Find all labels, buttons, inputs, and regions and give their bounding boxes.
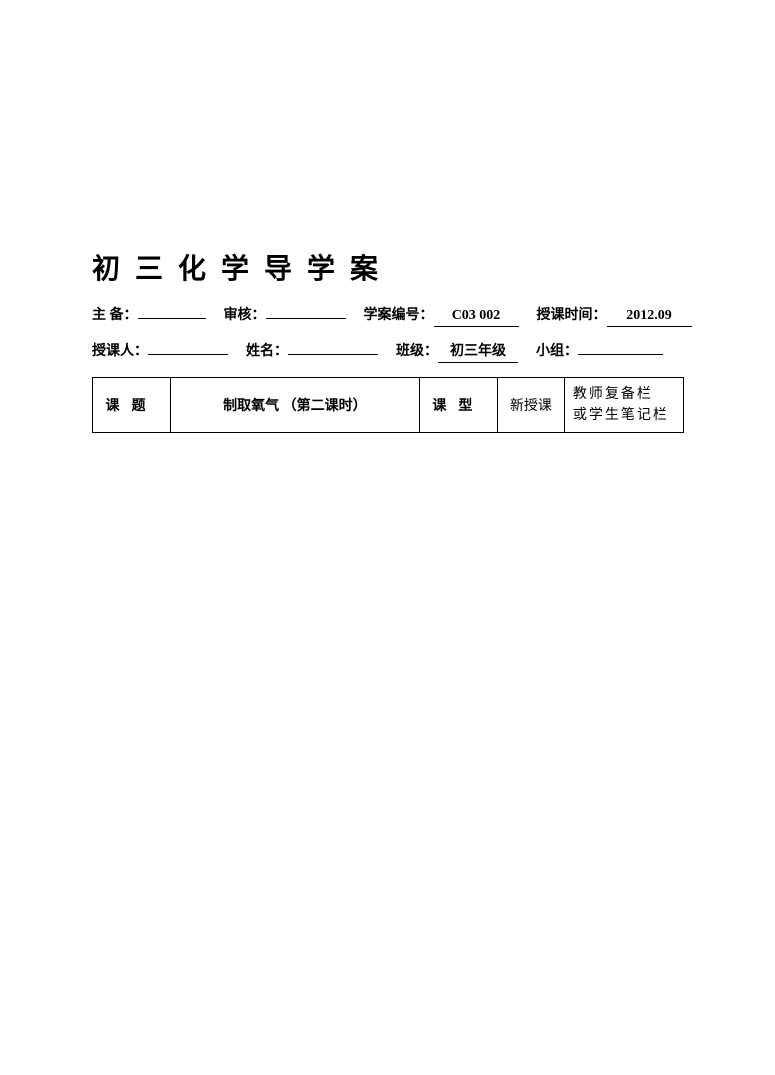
field-teacher: 授课人： (92, 337, 228, 360)
field-reviewer: 审核： (224, 301, 346, 324)
type-label-cell: 课型 (419, 378, 497, 433)
reviewer-value (266, 301, 346, 319)
notes-cell: 教师复备栏 或学生笔记栏 (564, 378, 683, 433)
field-name: 姓名： (246, 337, 378, 360)
topic-value-cell: 制取氧气 （第二课时） (170, 378, 419, 433)
group-value (578, 337, 663, 355)
teach-time-label: 授课时间： (537, 304, 607, 324)
teach-time-value: 2012.09 (607, 309, 692, 327)
topic-label-cell: 课题 (93, 378, 171, 433)
reviewer-label: 审核： (224, 304, 266, 324)
name-label: 姓名： (246, 340, 288, 360)
page-title: 初 三 化 学 导 学 案 (92, 247, 684, 287)
form-row-1: 主 备： 审核： 学案编号： C03 002 授课时间： 2012.09 (92, 301, 684, 327)
field-teach-time: 授课时间： 2012.09 (537, 304, 692, 327)
field-class: 班级： 初三年级 (396, 340, 518, 363)
class-value: 初三年级 (438, 345, 518, 363)
form-row-2: 授课人： 姓名： 班级： 初三年级 小组： (92, 337, 684, 363)
case-number-label: 学案编号： (364, 304, 434, 324)
group-label: 小组： (536, 340, 578, 360)
teacher-value (148, 337, 228, 355)
name-value (288, 337, 378, 355)
type-value-cell: 新授课 (497, 378, 564, 433)
field-preparer: 主 备： (92, 301, 206, 324)
teacher-label: 授课人： (92, 340, 148, 360)
document-content: 初 三 化 学 导 学 案 主 备： 审核： 学案编号： C03 002 授课时… (92, 247, 684, 433)
table-row: 课题 制取氧气 （第二课时） 课型 新授课 教师复备栏 或学生笔记栏 (93, 378, 684, 433)
info-table: 课题 制取氧气 （第二课时） 课型 新授课 教师复备栏 或学生笔记栏 (92, 377, 684, 433)
notes-line2: 或学生笔记栏 (573, 408, 669, 423)
notes-line1: 教师复备栏 (573, 387, 653, 402)
preparer-label: 主 备： (92, 304, 138, 324)
field-group-cell: 小组： (536, 337, 663, 360)
field-case-number: 学案编号： C03 002 (364, 304, 519, 327)
class-label: 班级： (396, 340, 438, 360)
case-number-value: C03 002 (434, 309, 519, 327)
preparer-value (138, 301, 206, 319)
